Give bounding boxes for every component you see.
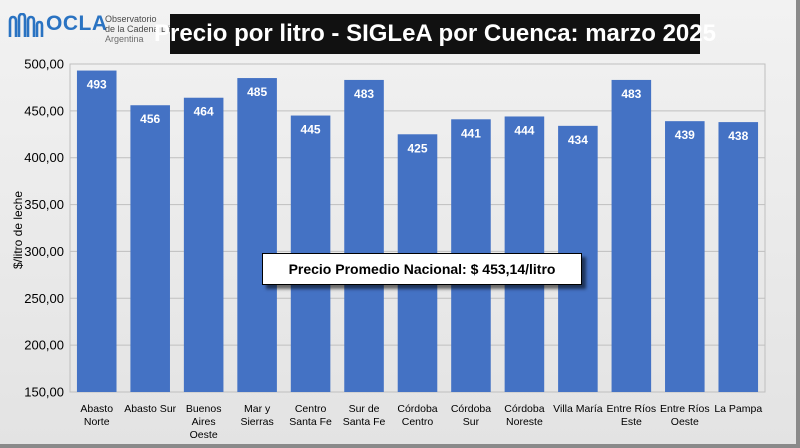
x-category-label: Córdoba Sur (451, 403, 491, 428)
bar (718, 122, 759, 393)
data-label: 441 (461, 126, 481, 140)
chart-title: Precio por litro - SIGLeA por Cuenca: ma… (154, 14, 716, 54)
x-category-label: Buenos Aires Oeste (186, 403, 222, 441)
y-tick-label: 300,00 (24, 244, 64, 259)
x-category-label: Córdoba Noreste (504, 403, 544, 428)
data-label: 434 (568, 133, 588, 147)
data-label: 425 (407, 141, 427, 155)
x-category-label: Entre Ríos Este (607, 403, 657, 428)
data-label: 456 (140, 112, 160, 126)
logo-line-3: Argentina (105, 34, 144, 44)
x-category-label: Córdoba Centro (397, 403, 437, 428)
y-tick-label: 350,00 (24, 197, 64, 212)
x-category-label: Abasto Sur (124, 403, 176, 415)
milk-drop-logo-icon (8, 13, 44, 37)
x-category-label: Centro Santa Fe (289, 403, 332, 428)
bar (665, 121, 705, 392)
x-category-label: Entre Ríos Oeste (660, 403, 710, 428)
x-category-label: La Pampa (714, 403, 762, 415)
data-label: 439 (675, 128, 695, 142)
bar (344, 79, 384, 392)
y-tick-label: 450,00 (24, 103, 64, 118)
y-tick-label: 500,00 (24, 57, 64, 72)
logo-subtitle: Observatorio de la Cadena Láctea Argenti… (105, 14, 188, 44)
y-tick-label: 250,00 (24, 291, 64, 306)
bar (237, 78, 277, 393)
data-label: 464 (194, 105, 214, 119)
national-average-callout: Precio Promedio Nacional: $ 453,14/litro (262, 253, 582, 285)
data-label: 485 (247, 85, 267, 99)
data-label: 483 (354, 87, 374, 101)
data-label: 444 (514, 123, 534, 137)
bar (183, 97, 224, 392)
x-category-label: Abasto Norte (80, 403, 113, 428)
logo-line-2: de la Cadena Láctea (105, 24, 189, 34)
y-axis-label: $/litro de leche (11, 191, 25, 269)
x-category-label: Mar y Sierras (240, 403, 273, 428)
data-label: 493 (87, 78, 107, 92)
logo-name: OCLA (46, 12, 108, 35)
x-category-label: Villa María (553, 403, 603, 415)
y-tick-label: 400,00 (24, 150, 64, 165)
logo-line-1: Observatorio (105, 14, 157, 24)
bar (130, 105, 170, 392)
data-label: 483 (621, 87, 641, 101)
bar (76, 70, 117, 392)
ocla-logo: OCLA Observatorio de la Cadena Láctea Ar… (8, 10, 188, 52)
y-tick-label: 200,00 (24, 338, 64, 353)
data-label: 438 (728, 129, 748, 143)
y-tick-label: 150,00 (24, 385, 64, 400)
x-category-label: Sur de Santa Fe (343, 403, 386, 428)
data-label: 445 (301, 123, 321, 137)
bar (611, 79, 652, 392)
